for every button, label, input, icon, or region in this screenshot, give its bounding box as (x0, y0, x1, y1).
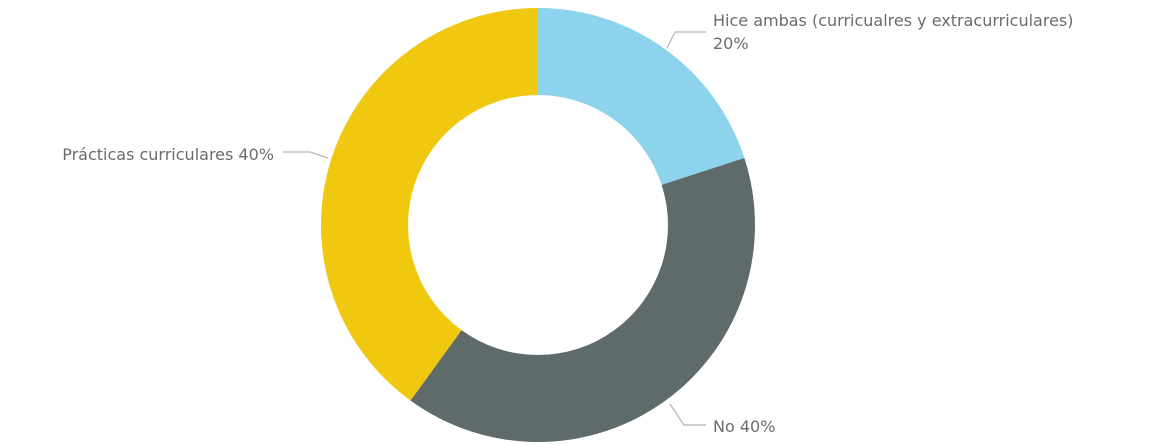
donut-slice-hice-ambas-curricualres-y-extracurriculares (538, 8, 745, 185)
slice-label-practicas-curriculares: Prácticas curriculares 40% (62, 145, 274, 164)
donut-slice-practicas-curriculares (321, 7, 538, 401)
slice-label-hice-ambas-curricualres-y-extracurriculares: Hice ambas (curricualres y extracurricul… (713, 11, 1074, 30)
slice-value-hice-ambas-curricualres-y-extracurriculares: 20% (713, 34, 749, 53)
labels-layer: Hice ambas (curricualres y extracurricul… (62, 11, 1073, 436)
leader-line-practicas-curriculares (283, 151, 329, 159)
leader-line-hice-ambas-curricualres-y-extracurriculares (666, 31, 706, 49)
donut-slice-no (410, 157, 756, 443)
leaders-layer (283, 31, 706, 426)
leader-line-no (669, 403, 706, 426)
slice-label-no: No 40% (713, 417, 775, 436)
slices-layer (321, 7, 756, 443)
